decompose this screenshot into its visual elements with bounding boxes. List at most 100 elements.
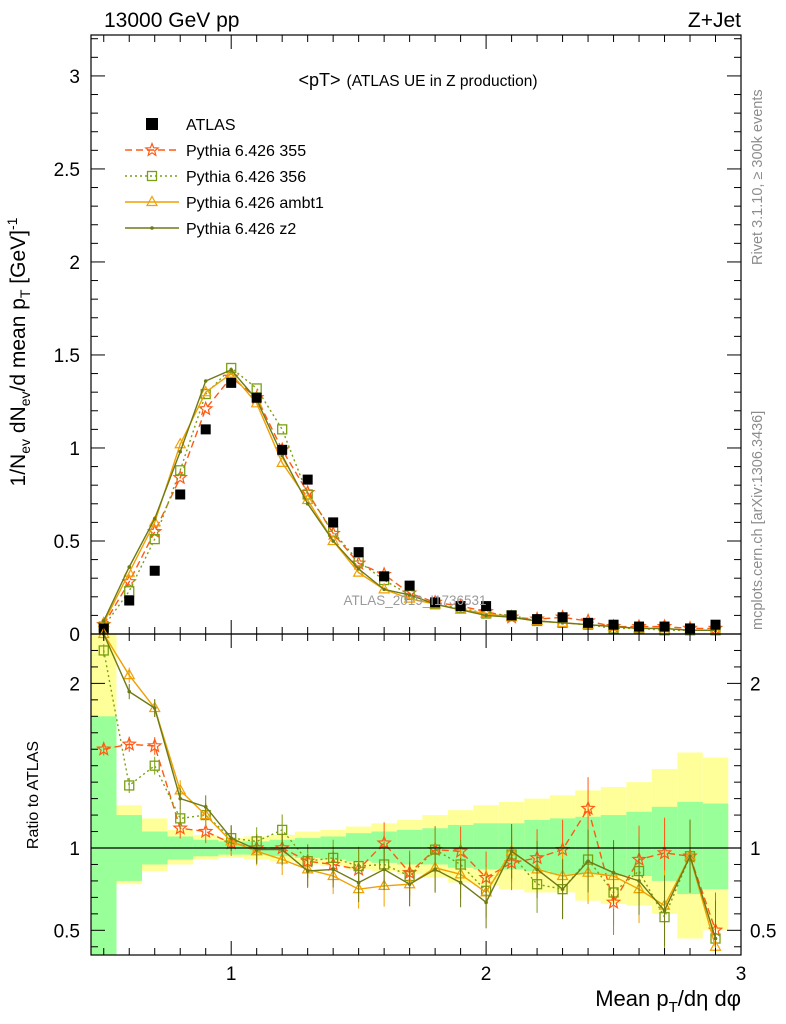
series-3-point	[178, 449, 183, 454]
series-3-point	[382, 587, 386, 592]
legend-label-atlas: ATLAS	[186, 117, 236, 134]
legend-label-0: Pythia 6.426 355	[186, 143, 306, 160]
legend-marker-atlas	[146, 118, 158, 130]
ratio-1-point	[149, 760, 160, 771]
series-0-point	[172, 469, 188, 485]
y-axis-label: 1/Nev dNev/d mean pT [GeV]-1	[4, 217, 33, 486]
y-tick-label: 2.5	[54, 160, 80, 181]
ratio-0-point	[146, 737, 163, 753]
series-1-point	[277, 424, 288, 435]
y-tick-label: 1.5	[54, 346, 80, 367]
legend: ATLAS Pythia 6.426 355 Pythia 6.426 356 Pyt…	[125, 117, 324, 238]
x-tick-label: 1	[226, 964, 237, 985]
series-2-point	[403, 591, 416, 603]
atlas-data-point	[532, 614, 543, 625]
series-3-point	[101, 619, 106, 623]
series-0-point	[121, 573, 137, 589]
ratio-1-point	[175, 813, 186, 824]
ratio-3-point	[356, 880, 361, 885]
ratio-3-point	[611, 870, 616, 875]
atlas-data-point	[506, 610, 517, 621]
ratio-3-point	[382, 867, 386, 872]
ratio-2-point	[123, 668, 136, 680]
series-line-2	[103, 372, 716, 631]
ratio-panel-frame	[90, 633, 742, 956]
ratio-3-point	[152, 706, 157, 710]
ratio-tick-label-right: 0.5	[750, 921, 776, 942]
x-axis-label: Mean pT/dη dφ	[595, 986, 741, 1016]
ratio-1-point	[98, 645, 109, 656]
atlas-data-point	[124, 595, 135, 606]
ratio-3-point	[407, 882, 412, 887]
plot-title-sub: (ATLAS UE in Z production)	[347, 73, 538, 90]
series-3-point	[127, 565, 132, 569]
y-tick-label: 2	[69, 253, 80, 274]
legend-label-2: Pythia 6.426 ambt1	[186, 195, 324, 212]
main-panel-data-points	[98, 377, 721, 634]
header-right-label: Z+Jet	[688, 9, 741, 32]
ratio-3-point	[305, 869, 310, 873]
series-3-point	[203, 379, 208, 383]
ratio-0-point	[121, 736, 137, 751]
legend-label-3: Pythia 6.426 z2	[186, 221, 296, 238]
atlas-data-point	[430, 597, 441, 608]
legend-marker-0	[144, 141, 160, 157]
atlas-data-point	[226, 377, 237, 388]
series-3-point	[356, 567, 361, 571]
atlas-data-point	[634, 621, 645, 632]
ratio-2-point	[199, 808, 212, 820]
atlas-data-point	[251, 392, 262, 403]
x-tick-label: 3	[736, 964, 747, 985]
ratio-axis-label: Ratio to ATLAS	[25, 741, 42, 849]
atlas-data-point	[404, 580, 415, 591]
series-3-point	[229, 368, 233, 372]
legend-marker-3	[150, 226, 154, 230]
ratio-3-point	[509, 849, 514, 854]
ratio-3-point	[229, 836, 233, 840]
ratio-3-point	[280, 847, 284, 852]
ratio-panel-series	[96, 627, 724, 955]
ratio-3-point	[688, 854, 692, 859]
atlas-data-point	[302, 474, 313, 485]
series-3-point	[331, 539, 335, 543]
ratio-3-point	[713, 936, 718, 941]
x-tick-label: 2	[481, 964, 492, 985]
series-2-point	[327, 534, 340, 546]
atlas-data-point	[328, 517, 339, 528]
series-3-point	[152, 516, 157, 521]
series-line-3	[103, 368, 716, 631]
header-left-label: 13000 GeV pp	[104, 9, 239, 32]
ratio-0-point	[96, 741, 112, 756]
ratio-tick-label-right: 1	[750, 839, 761, 860]
y-axis-label-text: 1/Nev dNev/d mean pT [GeV]-1	[4, 217, 33, 486]
series-2-point	[199, 385, 212, 397]
ratio-3-point	[637, 879, 641, 883]
side-label-rivet: Rivet 3.1.10, ≥ 300k events	[750, 89, 766, 265]
atlas-data-point	[710, 619, 721, 630]
ratio-3-point	[127, 689, 132, 694]
ratio-tick-label-left: 1	[69, 839, 80, 860]
ratio-3-point	[254, 847, 259, 852]
series-3-point	[407, 593, 412, 597]
plot-title: <pT> (ATLAS UE in Z production)	[299, 70, 538, 90]
series-1-point	[149, 533, 160, 545]
ratio-0-point	[197, 823, 214, 839]
panel-frames	[90, 34, 742, 956]
y-tick-label: 3	[69, 67, 80, 88]
series-3-point	[484, 613, 488, 618]
ratio-3-point	[535, 867, 539, 872]
ratio-1-point	[124, 780, 135, 791]
series-1-point	[226, 362, 237, 374]
ratio-3-point	[458, 880, 463, 885]
ratio-tick-label-left: 0.5	[54, 921, 80, 942]
ratio-0-point	[580, 800, 596, 816]
atlas-data-point	[659, 621, 670, 632]
series-1-point	[124, 586, 135, 597]
series-2-point	[378, 582, 391, 594]
atlas-data-point	[557, 612, 568, 623]
legend-marker-2	[145, 195, 159, 207]
ratio-0-point	[656, 844, 673, 860]
ratio-tick-label-left: 2	[69, 674, 80, 695]
band-inner-bin	[702, 803, 729, 890]
